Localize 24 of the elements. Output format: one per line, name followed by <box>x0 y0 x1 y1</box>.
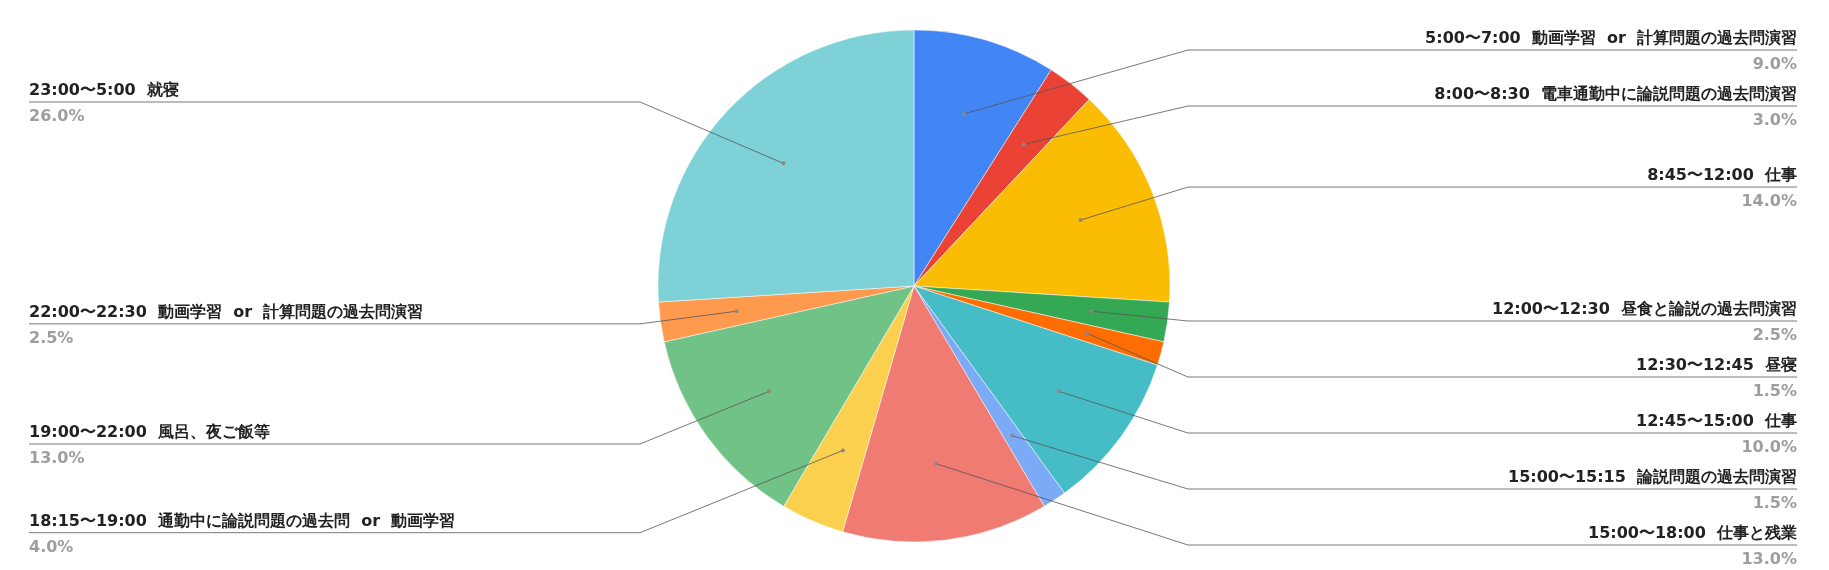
data-label: 4.0% <box>29 536 74 556</box>
slice-label: 15:00〜18:00 仕事と残業 <box>1588 523 1797 542</box>
data-label: 13.0% <box>1741 549 1797 568</box>
data-label: 9.0% <box>1752 54 1797 73</box>
data-label: 3.0% <box>1752 110 1797 129</box>
slice-label: 12:45〜15:00 仕事 <box>1636 411 1797 430</box>
data-label: 1.5% <box>1752 493 1797 512</box>
slice-label: 15:00〜15:15 論説問題の過去問演習 <box>1508 467 1797 486</box>
data-label: 26.0% <box>29 105 85 125</box>
data-label: 1.5% <box>1752 381 1797 400</box>
slice-label: 23:00〜5:00 就寝 <box>29 79 179 99</box>
slice-label: 8:45〜12:00 仕事 <box>1647 165 1797 185</box>
data-label: 10.0% <box>1741 437 1797 456</box>
slice-label: 19:00〜22:00 風呂、夜ご飯等 <box>29 422 270 441</box>
slice-label: 5:00〜7:00 動画学習 or 計算問題の過去問演習 <box>1425 28 1797 47</box>
data-label: 2.5% <box>1752 325 1797 344</box>
data-label: 14.0% <box>1741 191 1797 211</box>
data-label: 2.5% <box>29 327 74 347</box>
data-label: 13.0% <box>29 448 85 467</box>
slice-label: 12:30〜12:45 昼寝 <box>1636 355 1797 374</box>
slice-label: 8:00〜8:30 電車通勤中に論説問題の過去問演習 <box>1434 84 1797 103</box>
slice-label: 12:00〜12:30 昼食と論説の過去問演習 <box>1492 299 1797 318</box>
slice-label: 18:15〜19:00 通勤中に論説問題の過去問 or 動画学習 <box>29 510 456 530</box>
slice-label: 22:00〜22:30 動画学習 or 計算問題の過去問演習 <box>29 301 424 321</box>
